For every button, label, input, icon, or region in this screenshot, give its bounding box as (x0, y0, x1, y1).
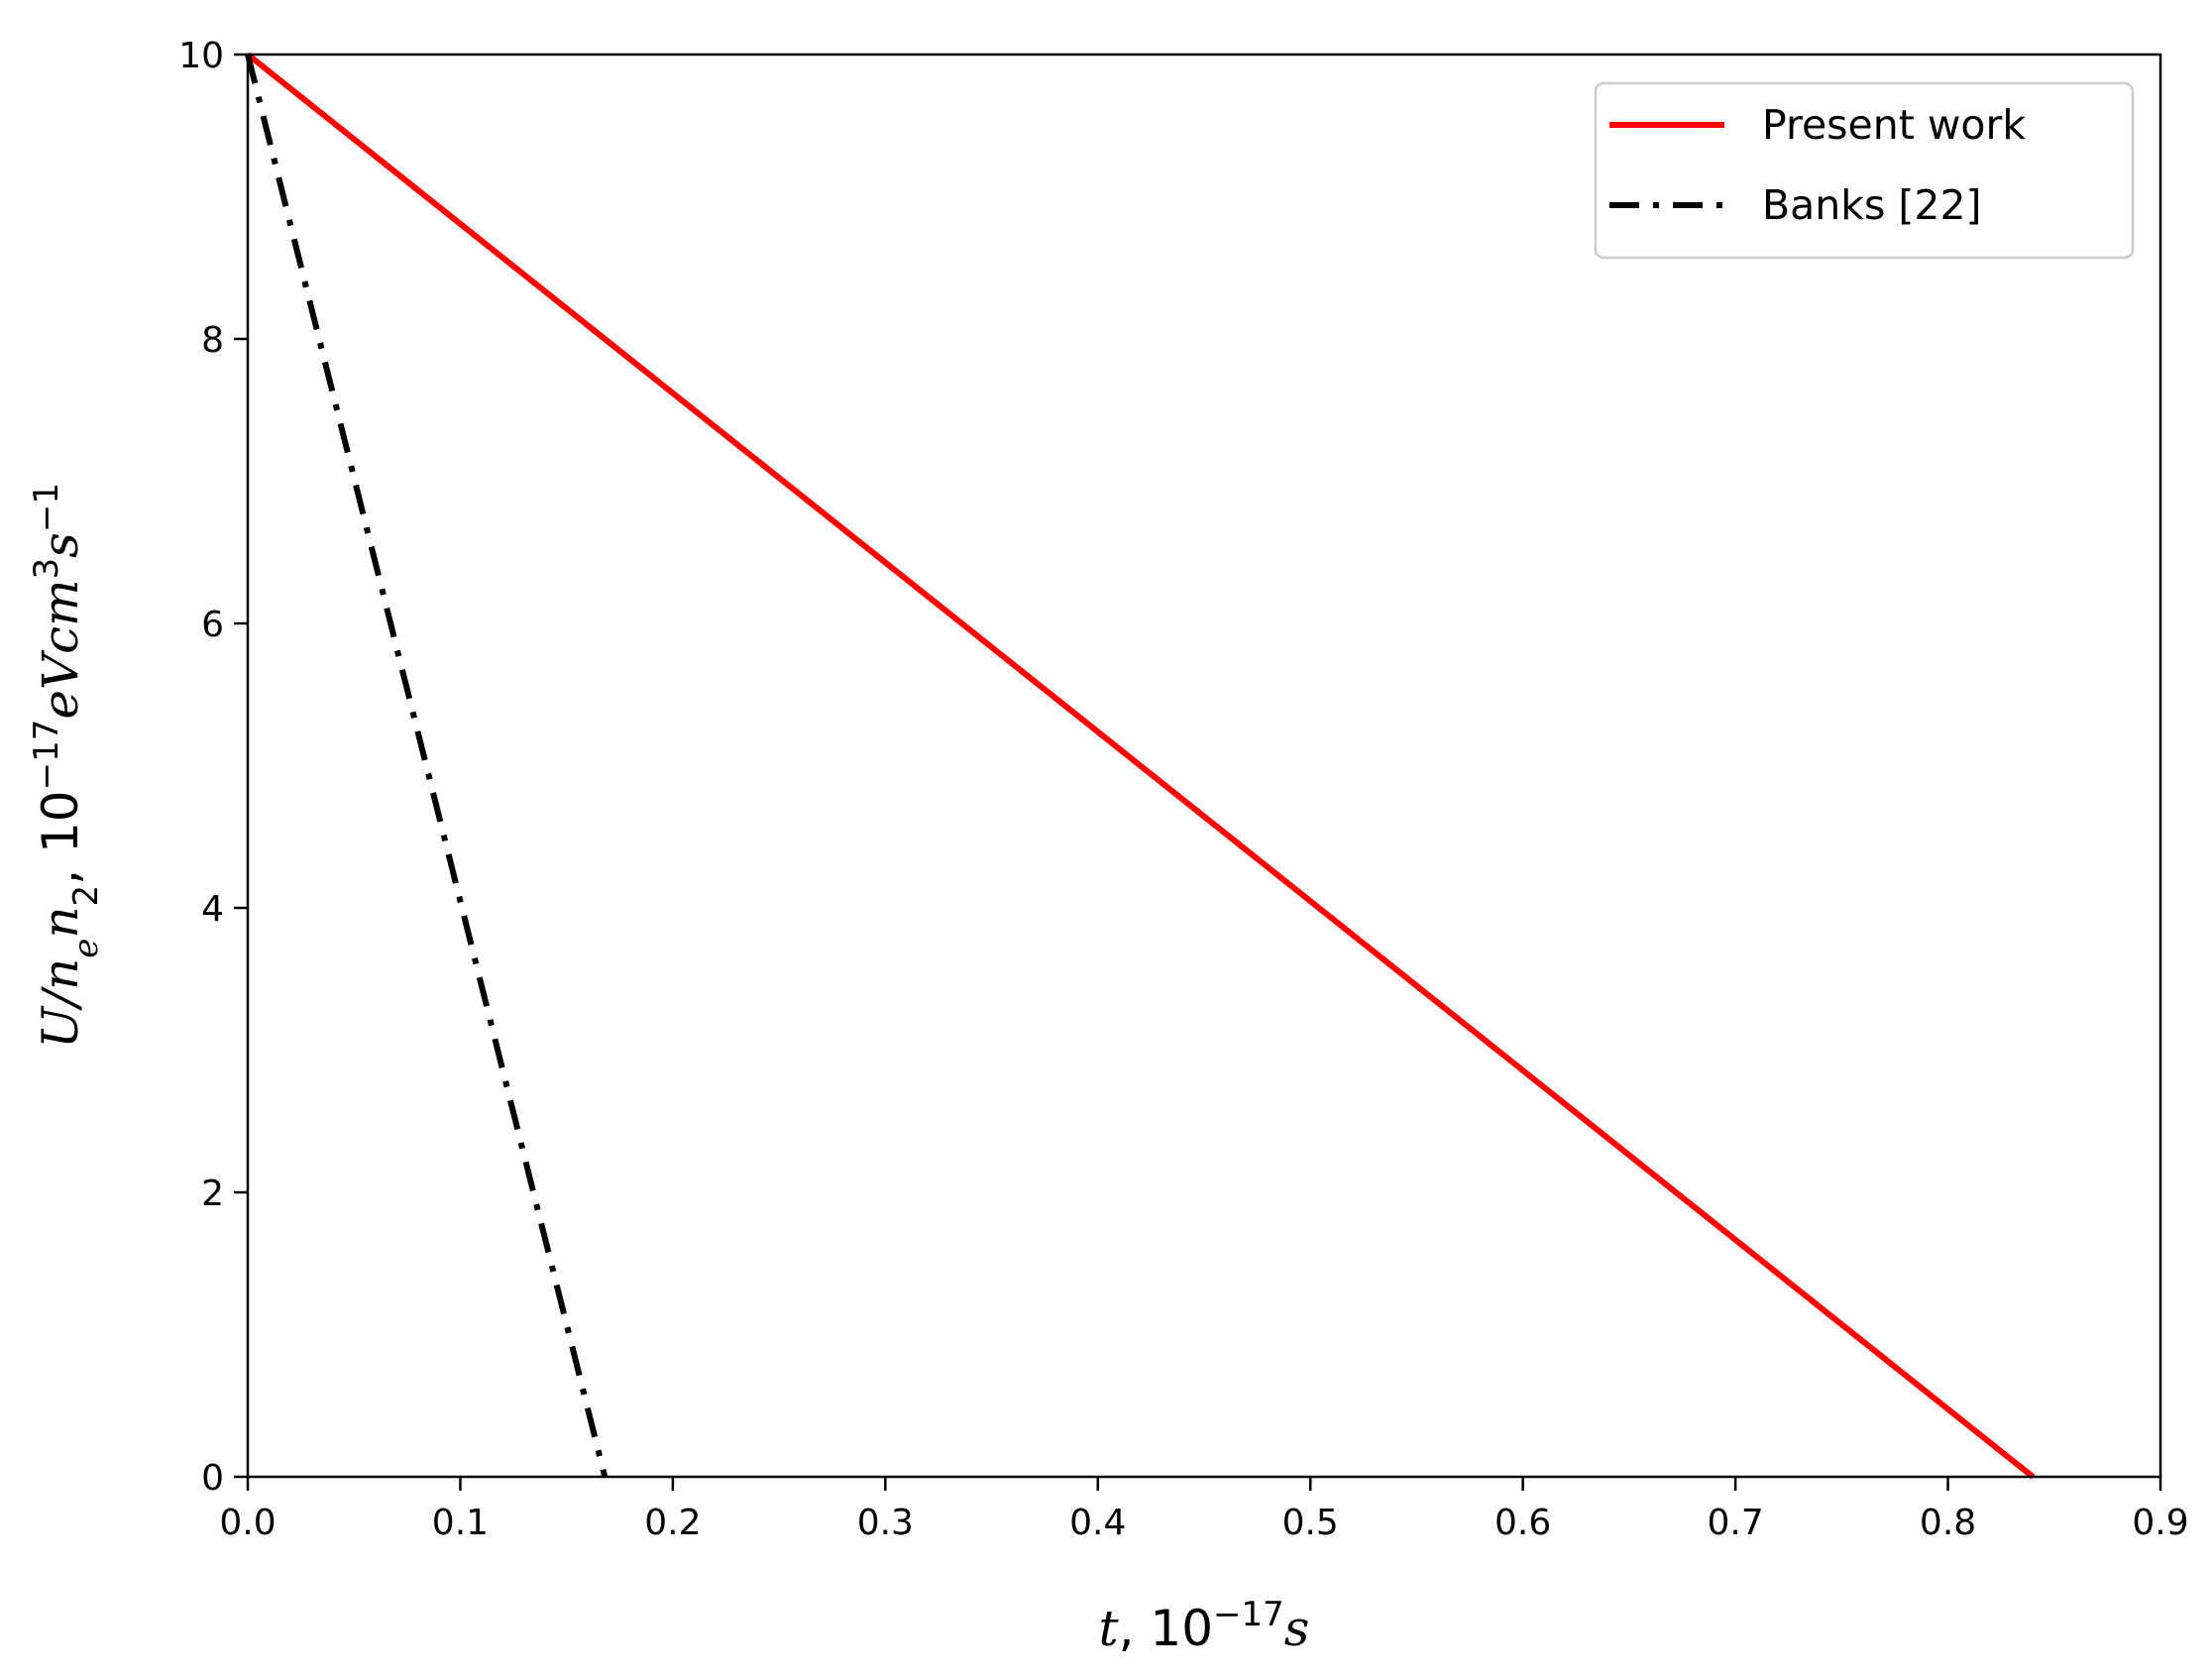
x-tick-label: 0.0 (219, 1503, 276, 1543)
y-tick-label: 8 (201, 320, 224, 361)
y-tick-label: 2 (201, 1174, 224, 1214)
legend-label-banks: Banks [22] (1762, 181, 1982, 229)
x-tick-label: 0.6 (1494, 1503, 1551, 1543)
y-tick-label: 0 (201, 1458, 224, 1499)
series-line-present-work (246, 52, 2036, 1480)
y-tick-label: 10 (178, 36, 224, 76)
x-tick-label: 0.5 (1282, 1503, 1339, 1543)
x-tick-label: 0.9 (2132, 1503, 2188, 1543)
y-axis-label: U/nen2, 10−17eVcm3s−1 (27, 483, 106, 1049)
x-tick-label: 0.8 (1920, 1503, 1976, 1543)
series-line-banks (245, 54, 608, 1478)
x-tick-label: 0.4 (1069, 1503, 1126, 1543)
x-tick-label: 0.1 (432, 1503, 489, 1543)
legend: Present work Banks [22] (1594, 81, 2135, 260)
plot-frame (246, 53, 2162, 1479)
y-tick-label: 4 (201, 889, 224, 930)
series-layer (245, 52, 2036, 1480)
x-tick-label: 0.2 (644, 1503, 701, 1543)
x-tick-label: 0.7 (1707, 1503, 1763, 1543)
legend-box (1594, 81, 2135, 260)
x-tick-label: 0.3 (857, 1503, 914, 1543)
ticks-layer: 0.0 0.1 0.2 0.3 0.4 0.5 0.6 0.7 0.8 0.9 0 2 4 6 8 10 (178, 36, 2188, 1543)
y-tick-label: 6 (201, 605, 224, 645)
x-axis-label: t, 10−17s (1099, 1595, 1310, 1657)
legend-label-present-work: Present work (1762, 101, 2026, 149)
